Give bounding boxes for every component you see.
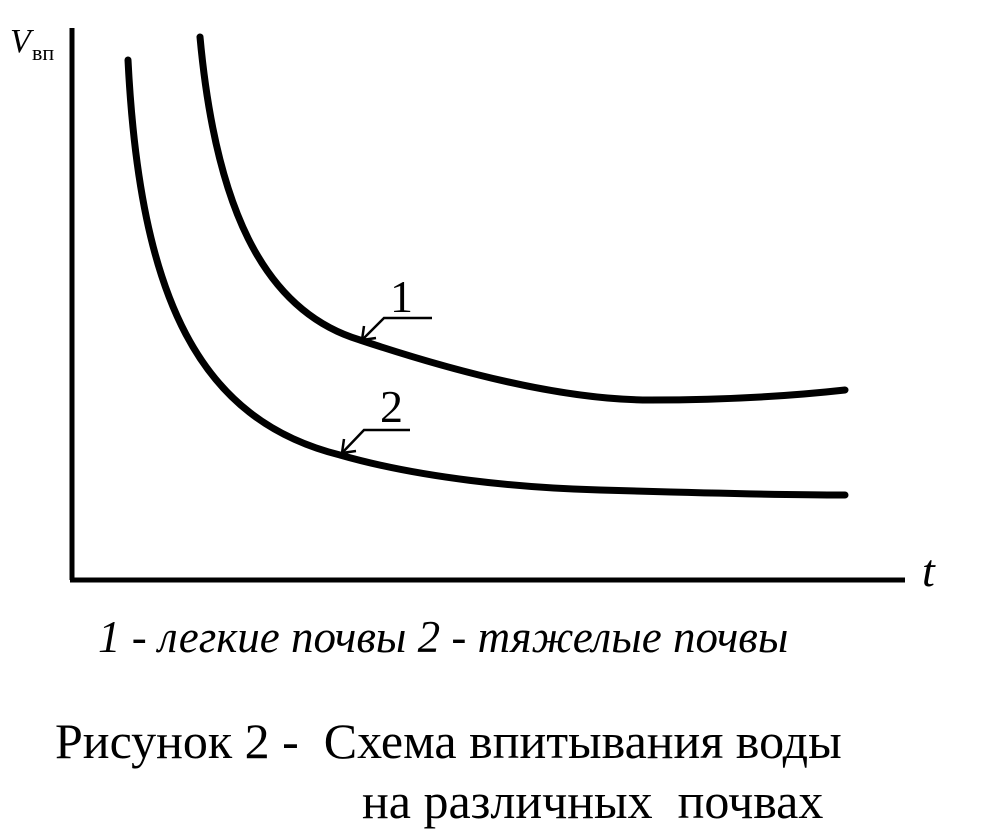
- caption-line: на различных почвах: [362, 773, 823, 829]
- x-axis-label: t: [922, 545, 936, 596]
- arrowhead: [340, 438, 357, 455]
- curve-label: 1: [390, 271, 413, 322]
- leader-line: [361, 316, 432, 341]
- legend: 1 - легкие почвы 2 - тяжелые почвы: [98, 612, 788, 662]
- curve-1: [196, 33, 849, 404]
- curve-2: [124, 56, 849, 499]
- y-axis-label-sub: вп: [32, 40, 54, 65]
- leader-line: [341, 428, 410, 454]
- curve-label: 2: [380, 381, 403, 432]
- arrowhead: [360, 325, 377, 342]
- caption-line: Рисунок 2 - Схема впитывания воды: [55, 713, 842, 769]
